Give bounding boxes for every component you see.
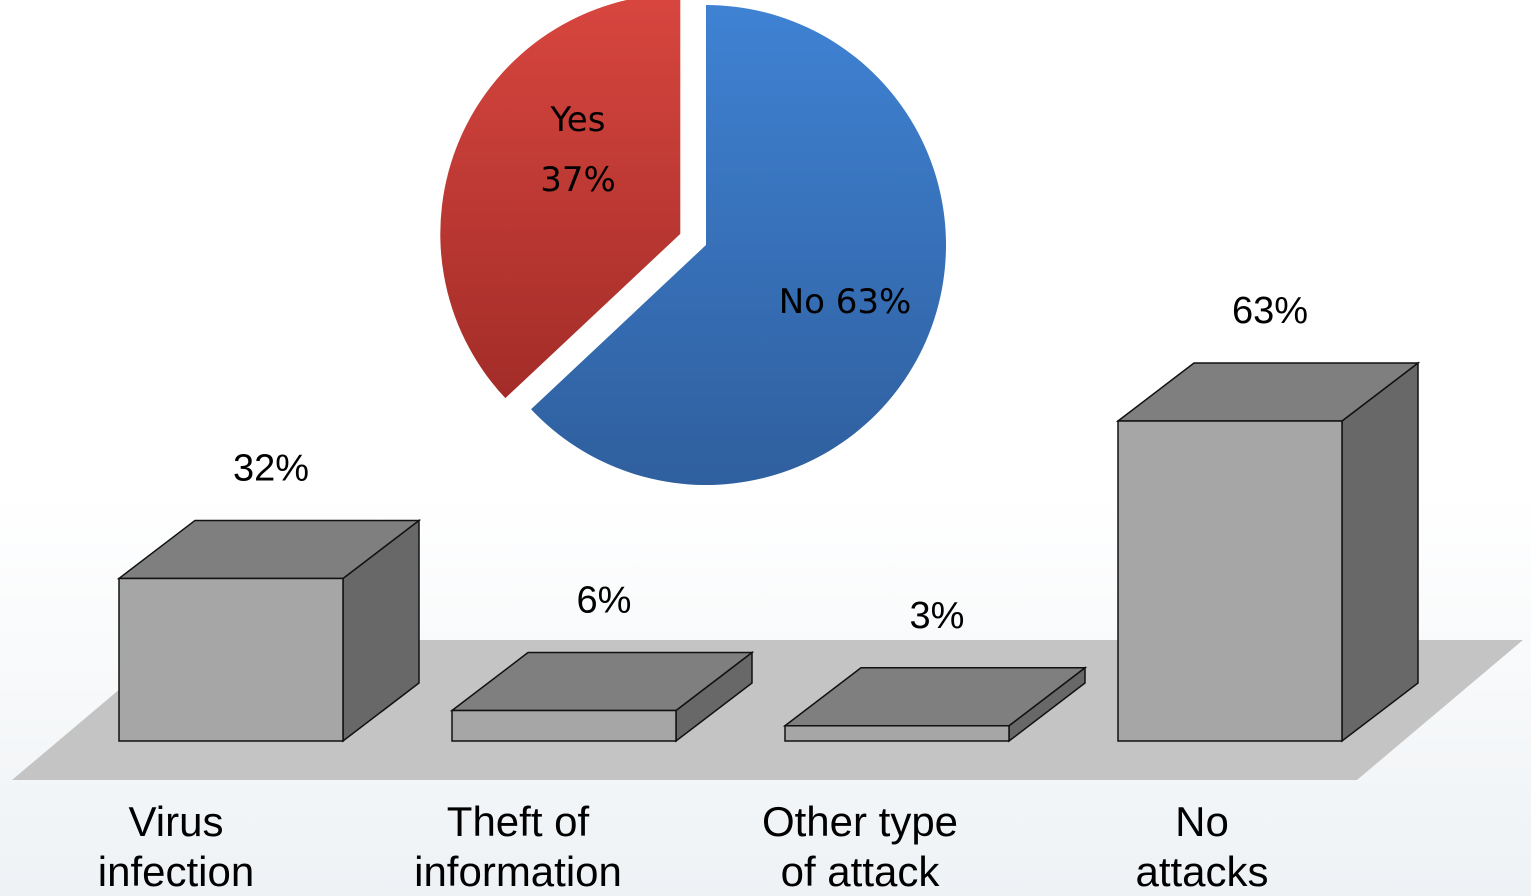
bar-front (451, 709, 677, 742)
pie-chart (440, 0, 947, 485)
pie-label-no: No 63% (779, 282, 912, 322)
pie-slice-no (531, 5, 947, 485)
pie-slice-yes (440, 0, 681, 399)
bar-theft-of-information (449, 651, 755, 743)
bar-value-label: 3% (910, 595, 965, 637)
bar-value-label: 32% (233, 447, 309, 489)
bar-value-label: 63% (1232, 290, 1308, 332)
category-label-virus-infection: Virus infection (98, 798, 254, 895)
bar-front (784, 725, 1010, 742)
bar-front (1117, 420, 1343, 742)
category-label-theft-of-information: Theft of information (414, 798, 622, 895)
bar-no-attacks (1115, 361, 1421, 743)
bar-value-label: 6% (577, 580, 632, 622)
bar-series (116, 361, 1421, 743)
bar-side (1341, 361, 1419, 743)
bar-virus-infection (116, 518, 422, 743)
pie-data-labels: Yes 37% No 63% (540, 100, 911, 322)
bar-front (118, 577, 344, 742)
pie-label-yes: Yes 37% (540, 100, 616, 200)
category-label-other-type-of-attack: Other type of attack (762, 798, 958, 895)
bar-other-type-of-attack (782, 666, 1088, 743)
bar-category-labels: Virus infection Theft of information Other t… (98, 798, 1269, 895)
bar-value-labels: 32% 6% 3% 63% (233, 290, 1308, 637)
category-label-no-attacks: No attacks (1135, 798, 1268, 895)
